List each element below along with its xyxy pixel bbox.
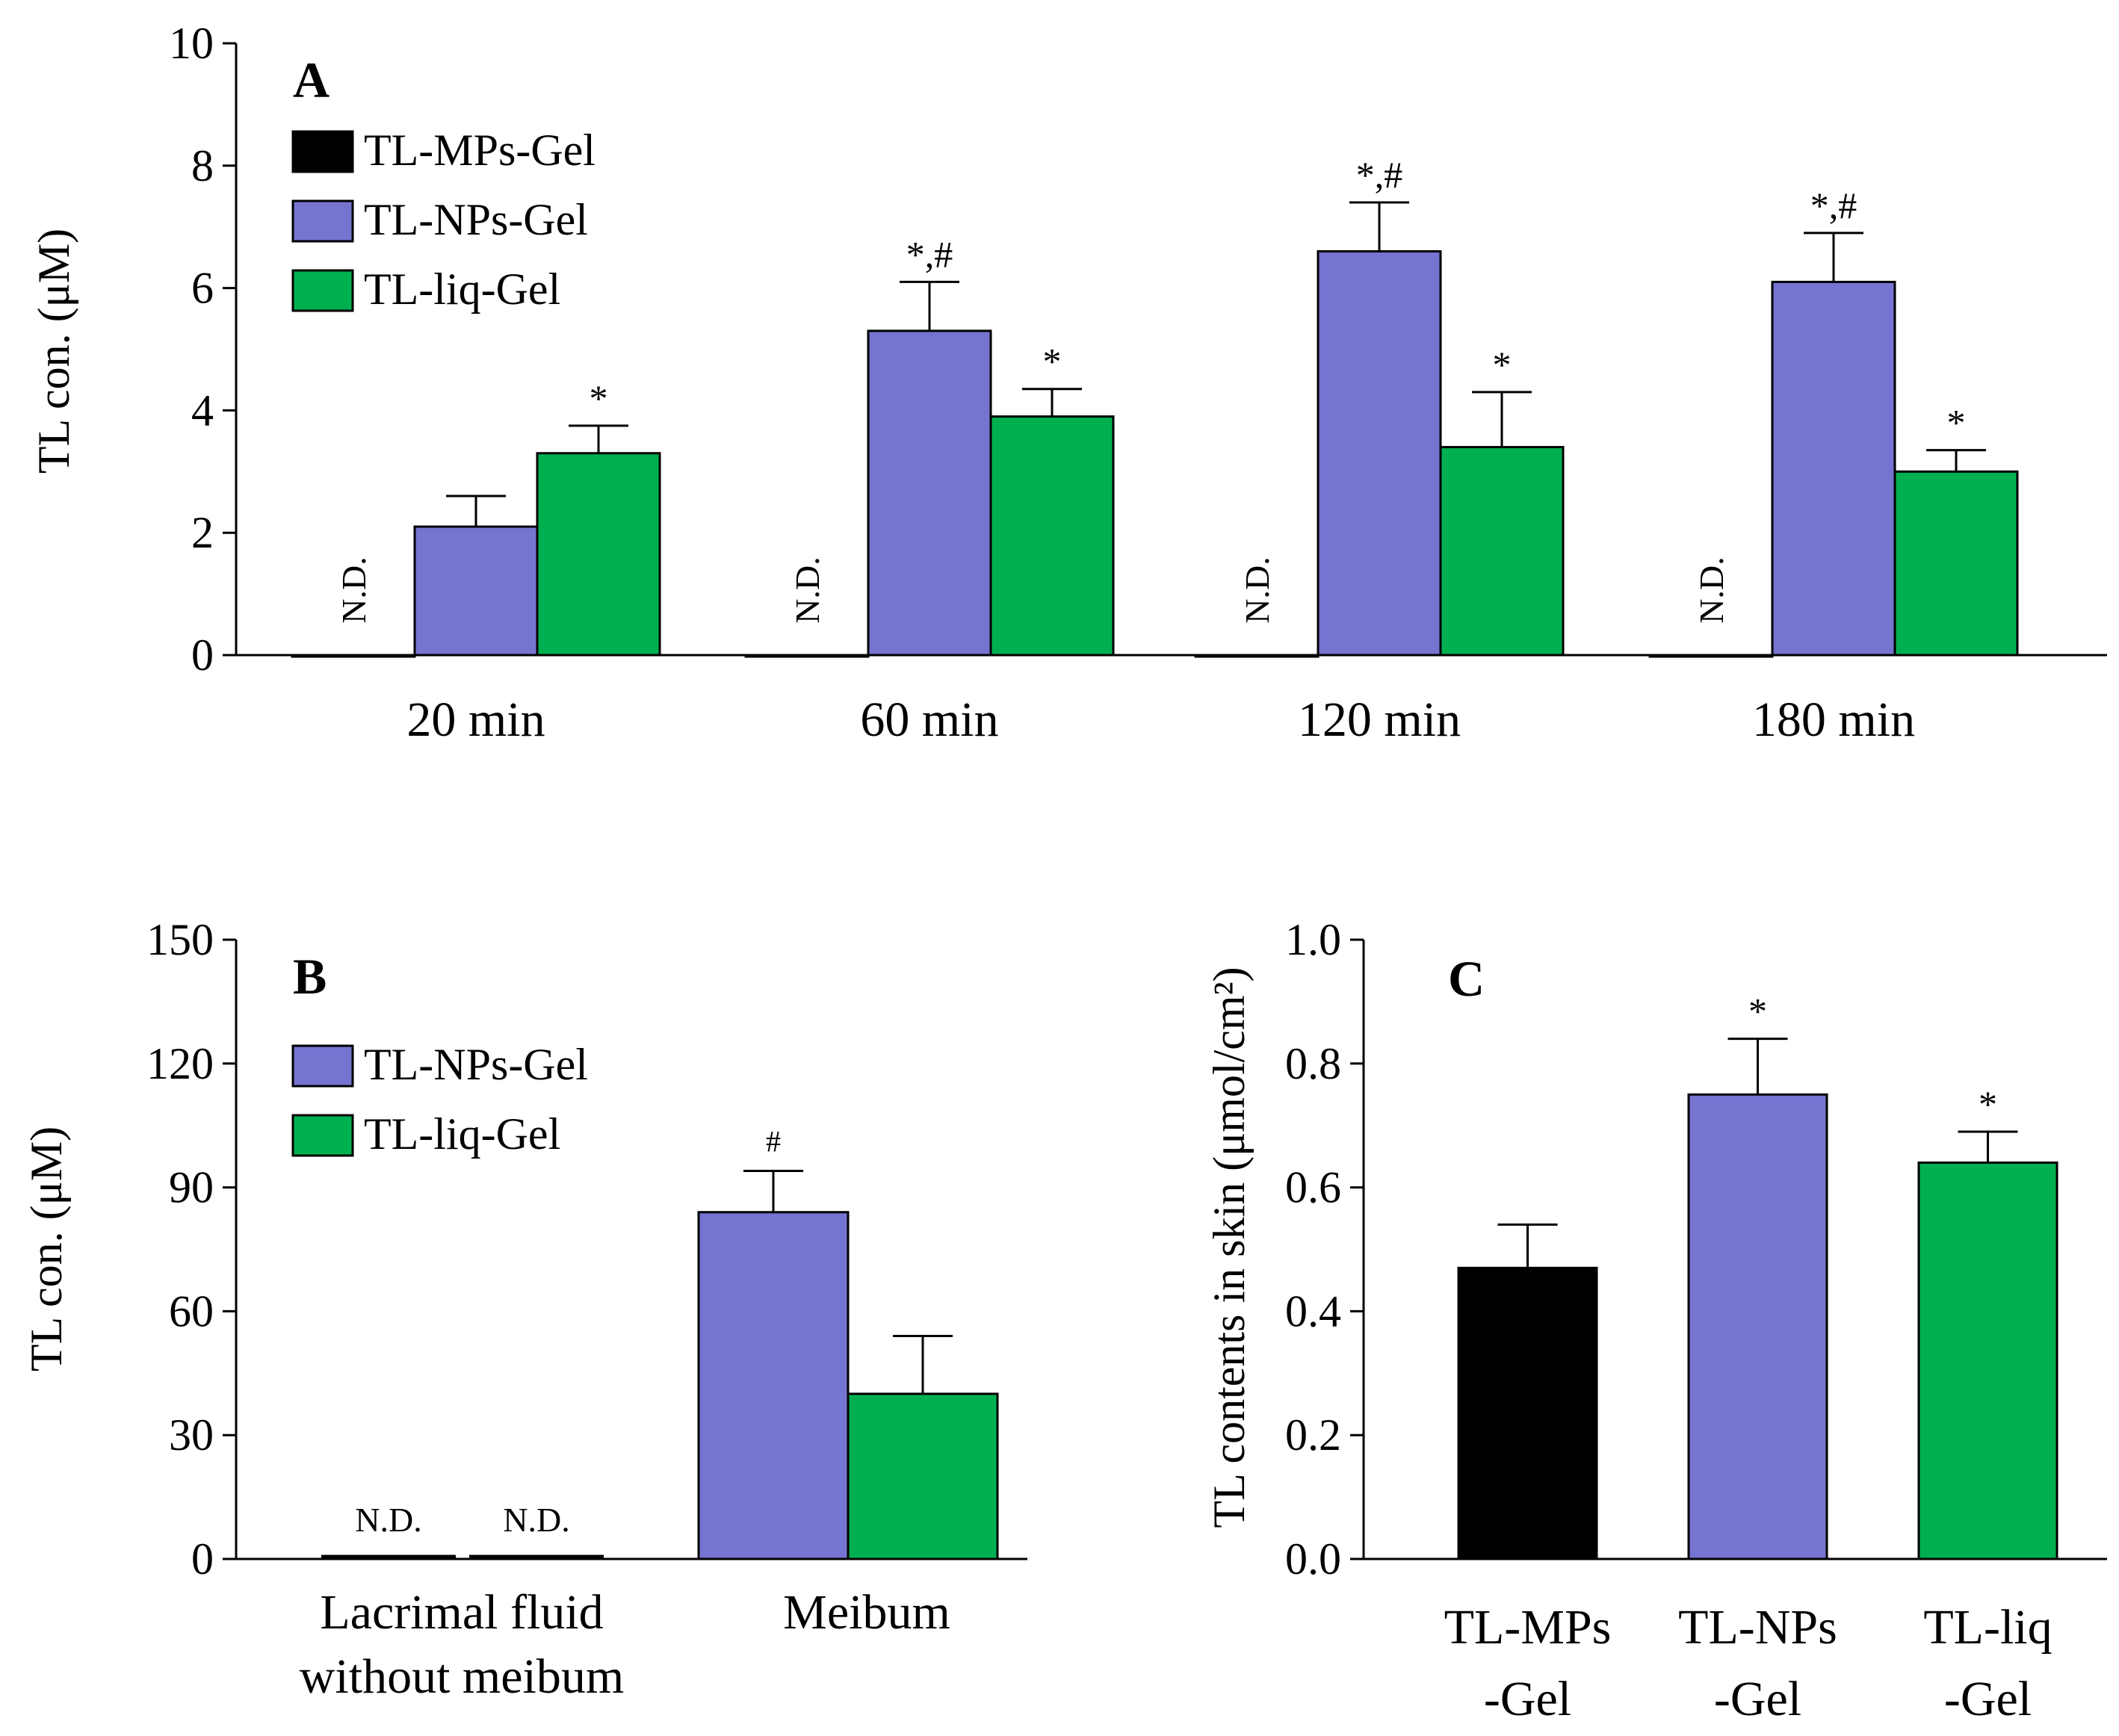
- panel-a-bar: [989, 415, 1115, 657]
- panel-a-sig-label: *: [1493, 344, 1512, 385]
- panel-c-x-tick-label: -Gel: [1944, 1672, 2032, 1726]
- panel-a-sig-label: *,#: [906, 233, 953, 275]
- panel-c-y-tick-label: 0.0: [1285, 1534, 1341, 1584]
- panel-c-chart: 0.0 0.2 0.4 0.6 0.8 1.0 * * TL-MPs -Gel TL-NPs -Gel…: [1285, 915, 2107, 1726]
- panel-a-bar: [1439, 446, 1565, 657]
- panel-a-bar: [1194, 654, 1320, 658]
- panel-a-legend-label: TL-liq-Gel: [364, 264, 560, 314]
- panel-a-y-tick-label: 4: [191, 385, 214, 435]
- panel-a-legend-label: TL-NPs-Gel: [364, 195, 588, 244]
- panel-a-bar: [413, 525, 539, 657]
- panel-a-letter: A: [293, 52, 330, 108]
- panel-a-nd-label: N.D.: [335, 557, 373, 623]
- panel-c-sig-label: *: [1748, 991, 1767, 1032]
- panel-b-x-tick-label: Meibum: [783, 1585, 950, 1640]
- panel-c-ylabel: TL contents in skin (μmol/cm²): [1204, 967, 1254, 1528]
- panel-a-x-tick-label: 60 min: [860, 692, 998, 747]
- panel-a-sig-label: *,#: [1810, 185, 1857, 226]
- panel-b-y-tick-label: 90: [169, 1163, 214, 1212]
- panel-b-bar: [697, 1211, 850, 1560]
- panel-b-y-tick-label: 30: [169, 1410, 214, 1460]
- panel-a-bar: [291, 654, 416, 658]
- panel-a-x-tick-label: 180 min: [1752, 692, 1915, 747]
- panel-b-legend-label: TL-liq-Gel: [364, 1109, 560, 1159]
- panel-a-nd-label: N.D.: [1692, 557, 1730, 623]
- panel-a-bar: [1317, 249, 1442, 657]
- panel-b-legend-swatch: [291, 1044, 354, 1088]
- panel-c-x-tick-label: -Gel: [1484, 1672, 1571, 1726]
- panel-a-bar: [744, 654, 870, 658]
- panel-c-sig-label: *: [1979, 1083, 1997, 1125]
- panel-c-x-tick-label: TL-MPs: [1444, 1600, 1612, 1655]
- panel-a-legend-swatch: [291, 130, 354, 173]
- panel-b-chart: 0 30 60 90 120 150 N.D. # N.D. Lacrimal fluid with…: [146, 915, 1027, 1704]
- panel-c-bar: [1457, 1266, 1598, 1560]
- panel-c-y-tick-label: 0.2: [1285, 1410, 1341, 1460]
- panel-c-bar: [1917, 1161, 2058, 1560]
- panel-b-y-tick-label: 120: [146, 1039, 214, 1088]
- panel-b-bar: [847, 1392, 999, 1560]
- panel-c-x-tick-label: TL-liq: [1923, 1600, 2052, 1655]
- panel-c-x-tick-label: TL-NPs: [1678, 1600, 1837, 1655]
- panel-a-nd-label: N.D.: [788, 557, 826, 623]
- panel-a-bar: [536, 452, 661, 657]
- panel-b-nd-label: N.D.: [503, 1501, 569, 1539]
- panel-b-letter: B: [293, 948, 327, 1005]
- panel-c-ylabel-text: TL contents in skin (μmol/cm²): [1204, 967, 1254, 1528]
- panel-a-y-tick-label: 8: [191, 141, 214, 190]
- panel-a-bar: [1893, 470, 2019, 657]
- panel-a-sig-label: *: [1947, 402, 1966, 444]
- panel-a-bar: [867, 329, 992, 657]
- panel-c-y-tick-label: 0.4: [1285, 1286, 1341, 1336]
- panel-a-y-tick-label: 6: [191, 264, 214, 313]
- panel-a-legend-label: TL-MPs-Gel: [364, 125, 596, 175]
- panel-c-y-tick-label: 0.6: [1285, 1163, 1341, 1212]
- panel-a-bar: [1771, 280, 1896, 657]
- panel-a-ylabel: TL con. (μM): [29, 229, 78, 474]
- panel-a-sig-label: *: [590, 377, 608, 419]
- panel-a-legend-swatch: [291, 269, 354, 312]
- panel-a-nd-label: N.D.: [1238, 557, 1276, 623]
- panel-a-sig-label: *,#: [1356, 154, 1403, 196]
- panel-b-x-tick-label: Lacrimal fluid: [320, 1585, 603, 1640]
- panel-a-sig-label: *: [1043, 341, 1062, 382]
- panel-a-legend-swatch: [291, 199, 354, 243]
- panel-a-x-tick-label: 120 min: [1298, 692, 1461, 747]
- panel-a-x-tick-label: 20 min: [406, 692, 545, 747]
- panel-c-y-tick-label: 1.0: [1285, 915, 1341, 964]
- panel-a-chart: 0 2 4 6 8 10 N.D. N.D. N.D. N.D. *,# *,# *,# * * * * 20 m…: [169, 19, 2107, 747]
- panel-c-letter: C: [1448, 950, 1485, 1007]
- panel-c-x-tick-label: -Gel: [1714, 1672, 1801, 1726]
- panel-a-bar: [1648, 654, 1774, 658]
- panel-b-y-tick-label: 150: [146, 915, 214, 964]
- panel-b-nd-label: N.D.: [355, 1501, 421, 1539]
- panel-b-legend-label: TL-NPs-Gel: [364, 1040, 588, 1089]
- panel-a-y-tick-label: 2: [191, 508, 214, 557]
- panel-c-bar: [1687, 1093, 1828, 1560]
- panel-b-ylabel: TL con. (μM): [22, 1126, 71, 1371]
- panel-c-y-tick-label: 0.8: [1285, 1039, 1341, 1088]
- panel-b-legend-swatch: [291, 1114, 354, 1157]
- panel-b-y-tick-label: 0: [191, 1534, 214, 1584]
- panel-b-y-tick-label: 60: [169, 1286, 214, 1336]
- panel-b-x-tick-label: without meibum: [300, 1649, 624, 1704]
- panel-b-sig-label: #: [766, 1124, 781, 1158]
- panel-a-y-tick-label: 10: [169, 19, 214, 68]
- panel-a-y-tick-label: 0: [191, 630, 214, 680]
